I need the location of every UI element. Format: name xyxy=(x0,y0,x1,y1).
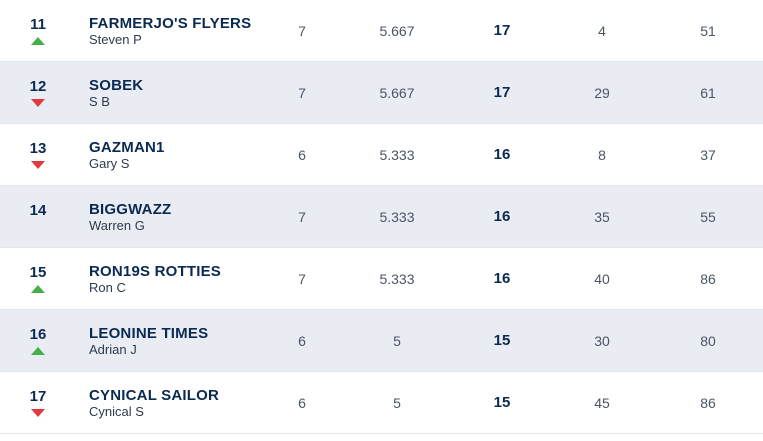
played-value: 6 xyxy=(298,394,306,411)
played-value: 6 xyxy=(298,332,306,349)
points-value: 15 xyxy=(493,332,511,349)
manager-name: Steven P xyxy=(89,31,142,47)
team-name[interactable]: BIGGWAZZ xyxy=(89,200,172,218)
rank-number: 17 xyxy=(29,388,47,405)
rank-cell: 14 xyxy=(18,186,58,247)
team-cell: RON19S ROTTIES Ron C xyxy=(89,248,289,309)
table-row[interactable]: 16 LEONINE TIMES Adrian J 6 5 15 30 80 xyxy=(0,310,763,372)
manager-name: Adrian J xyxy=(89,341,137,357)
played-value: 7 xyxy=(298,270,306,287)
stat-a-value: 45 xyxy=(594,394,610,411)
manager-name: Warren G xyxy=(89,217,145,233)
played-value: 7 xyxy=(298,22,306,39)
rank-cell: 15 xyxy=(18,248,58,309)
stat-b-value: 61 xyxy=(700,84,716,101)
table-row[interactable]: 11 FARMERJO'S FLYERS Steven P 7 5.667 17… xyxy=(0,0,763,62)
stat-a-value: 35 xyxy=(594,208,610,225)
team-cell: SOBEK S B xyxy=(89,62,289,123)
rank-up-arrow-icon xyxy=(31,37,45,45)
rank-down-arrow-icon xyxy=(31,161,45,169)
rank-cell: 12 xyxy=(18,62,58,123)
rank-cell: 17 xyxy=(18,372,58,433)
table-row[interactable]: 15 RON19S ROTTIES Ron C 7 5.333 16 40 86 xyxy=(0,248,763,310)
team-name[interactable]: GAZMAN1 xyxy=(89,138,165,156)
table-row[interactable]: 17 CYNICAL SAILOR Cynical S 6 5 15 45 86 xyxy=(0,372,763,434)
team-name[interactable]: CYNICAL SAILOR xyxy=(89,386,220,404)
points-value: 16 xyxy=(493,270,511,287)
team-name[interactable]: LEONINE TIMES xyxy=(89,324,209,342)
rank-up-arrow-icon xyxy=(31,285,45,293)
rank-up-arrow-icon xyxy=(31,347,45,355)
rank-number: 16 xyxy=(29,326,47,343)
average-value: 5.667 xyxy=(379,22,415,39)
stat-a-value: 4 xyxy=(598,22,606,39)
manager-name: S B xyxy=(89,93,110,109)
manager-name: Cynical S xyxy=(89,403,144,419)
rank-cell: 11 xyxy=(18,0,58,61)
average-value: 5.333 xyxy=(379,146,415,163)
stat-b-value: 55 xyxy=(700,208,716,225)
points-value: 16 xyxy=(493,208,511,225)
played-value: 6 xyxy=(298,146,306,163)
points-value: 15 xyxy=(493,394,511,411)
table-row[interactable]: 13 GAZMAN1 Gary S 6 5.333 16 8 37 xyxy=(0,124,763,186)
rank-number: 12 xyxy=(29,78,47,95)
average-value: 5.333 xyxy=(379,270,415,287)
team-cell: BIGGWAZZ Warren G xyxy=(89,186,289,247)
team-cell: FARMERJO'S FLYERS Steven P xyxy=(89,0,289,61)
average-value: 5 xyxy=(393,332,401,349)
stat-b-value: 37 xyxy=(700,146,716,163)
stat-b-value: 51 xyxy=(700,22,716,39)
stat-b-value: 86 xyxy=(700,394,716,411)
team-name[interactable]: FARMERJO'S FLYERS xyxy=(89,14,252,32)
stat-a-value: 30 xyxy=(594,332,610,349)
manager-name: Ron C xyxy=(89,279,126,295)
rank-number: 11 xyxy=(30,16,46,33)
team-cell: LEONINE TIMES Adrian J xyxy=(89,310,289,371)
team-name[interactable]: SOBEK xyxy=(89,76,144,94)
team-name[interactable]: RON19S ROTTIES xyxy=(89,262,221,280)
points-value: 17 xyxy=(493,22,511,39)
stat-a-value: 40 xyxy=(594,270,610,287)
rank-number: 13 xyxy=(29,140,47,157)
played-value: 7 xyxy=(298,208,306,225)
table-row[interactable]: 14 BIGGWAZZ Warren G 7 5.333 16 35 55 xyxy=(0,186,763,248)
manager-name: Gary S xyxy=(89,155,130,171)
average-value: 5.333 xyxy=(379,208,415,225)
stat-a-value: 8 xyxy=(598,146,606,163)
rank-number: 14 xyxy=(29,202,47,219)
stat-a-value: 29 xyxy=(594,84,610,101)
rank-cell: 16 xyxy=(18,310,58,371)
average-value: 5 xyxy=(393,394,401,411)
stat-b-value: 80 xyxy=(700,332,716,349)
team-cell: GAZMAN1 Gary S xyxy=(89,124,289,185)
played-value: 7 xyxy=(298,84,306,101)
table-row[interactable]: 12 SOBEK S B 7 5.667 17 29 61 xyxy=(0,62,763,124)
rank-number: 15 xyxy=(29,264,47,281)
points-value: 17 xyxy=(493,84,511,101)
stat-b-value: 86 xyxy=(700,270,716,287)
rank-down-arrow-icon xyxy=(31,99,45,107)
average-value: 5.667 xyxy=(379,84,415,101)
points-value: 16 xyxy=(493,146,511,163)
team-cell: CYNICAL SAILOR Cynical S xyxy=(89,372,289,433)
rank-down-arrow-icon xyxy=(31,409,45,417)
rank-cell: 13 xyxy=(18,124,58,185)
